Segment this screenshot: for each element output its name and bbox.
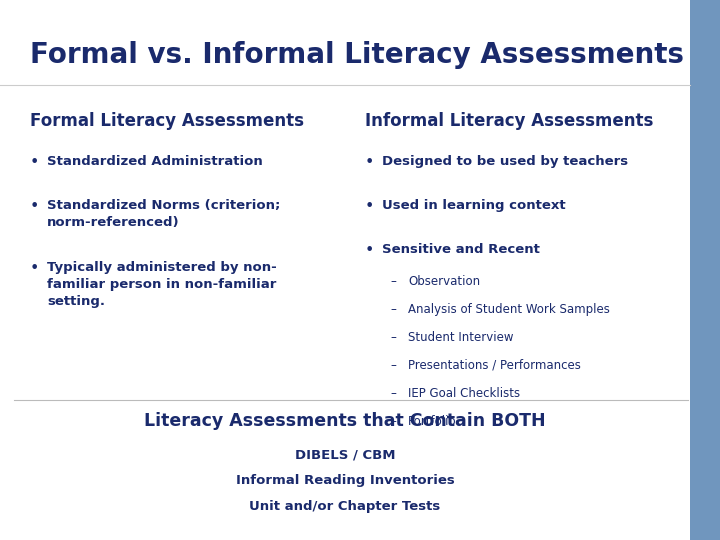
Text: Sensitive and Recent: Sensitive and Recent: [382, 243, 540, 256]
Text: Designed to be used by teachers: Designed to be used by teachers: [382, 155, 628, 168]
Text: –: –: [390, 415, 396, 428]
Text: –: –: [390, 275, 396, 288]
Text: •: •: [365, 155, 374, 170]
Text: Informal Reading Inventories: Informal Reading Inventories: [235, 474, 454, 487]
Text: –: –: [390, 387, 396, 400]
Text: Informal Literacy Assessments: Informal Literacy Assessments: [365, 112, 653, 130]
Bar: [690, 0, 720, 540]
Text: Formal Literacy Assessments: Formal Literacy Assessments: [30, 112, 304, 130]
Text: Unit and/or Chapter Tests: Unit and/or Chapter Tests: [249, 500, 441, 513]
Text: •: •: [30, 199, 40, 214]
Text: Portfolio: Portfolio: [408, 415, 456, 428]
Text: Literacy Assessments that Contain BOTH: Literacy Assessments that Contain BOTH: [144, 412, 546, 430]
Text: DIBELS / CBM: DIBELS / CBM: [294, 448, 395, 461]
Text: Observation: Observation: [408, 275, 480, 288]
Text: Presentations / Performances: Presentations / Performances: [408, 359, 581, 372]
Text: Formal vs. Informal Literacy Assessments: Formal vs. Informal Literacy Assessments: [30, 41, 684, 69]
Text: Typically administered by non-
familiar person in non-familiar
setting.: Typically administered by non- familiar …: [47, 261, 276, 308]
Text: •: •: [365, 243, 374, 258]
Text: Standardized Norms (criterion;
norm-referenced): Standardized Norms (criterion; norm-refe…: [47, 199, 280, 229]
Text: •: •: [30, 155, 40, 170]
Text: Analysis of Student Work Samples: Analysis of Student Work Samples: [408, 303, 610, 316]
Text: IEP Goal Checklists: IEP Goal Checklists: [408, 387, 520, 400]
Text: •: •: [365, 199, 374, 214]
Text: –: –: [390, 331, 396, 344]
Text: Standardized Administration: Standardized Administration: [47, 155, 263, 168]
Text: •: •: [30, 261, 40, 276]
Text: Student Interview: Student Interview: [408, 331, 513, 344]
Text: –: –: [390, 359, 396, 372]
Text: –: –: [390, 303, 396, 316]
Text: Used in learning context: Used in learning context: [382, 199, 566, 212]
